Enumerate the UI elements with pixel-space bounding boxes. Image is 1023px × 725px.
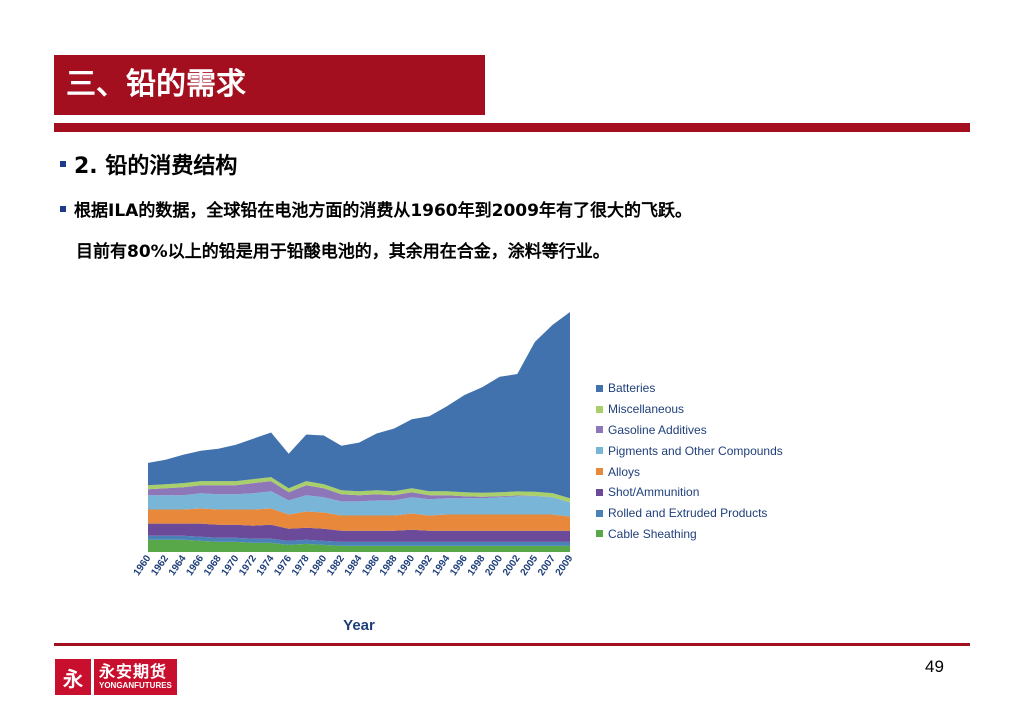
logo-mark: 永 xyxy=(55,659,91,695)
chart-legend: Batteries Miscellaneous Gasoline Additives… xyxy=(596,378,783,544)
x-tick-label: 1988 xyxy=(378,553,400,578)
company-logo: 永 永安期货 YONGANFUTURES xyxy=(55,659,177,695)
legend-item: Shot/Ammunition xyxy=(596,482,783,503)
area-gasoline-additives xyxy=(148,481,570,503)
bullet-icon xyxy=(60,161,66,167)
legend-label: Batteries xyxy=(608,381,656,396)
header-divider xyxy=(54,123,970,132)
logo-chinese-name: 永安期货 xyxy=(99,662,168,681)
x-tick-label: 2009 xyxy=(554,553,576,578)
legend-item: Rolled and Extruded Products xyxy=(596,503,783,524)
legend-item: Cable Sheathing xyxy=(596,524,783,545)
x-tick-label: 1962 xyxy=(149,553,171,578)
x-tick-label: 1972 xyxy=(237,553,259,578)
area-shot-ammunition xyxy=(148,523,570,542)
area-miscellaneous xyxy=(148,477,570,503)
legend-label: Alloys xyxy=(608,464,641,479)
x-tick-label: 1978 xyxy=(290,553,312,578)
x-tick-label: 1986 xyxy=(360,553,382,578)
legend-swatch xyxy=(596,468,603,476)
legend-label: Gasoline Additives xyxy=(608,422,707,437)
area-rolled-and-extruded-products xyxy=(148,535,570,546)
legend-swatch xyxy=(596,488,603,496)
bullet-icon xyxy=(60,205,66,212)
legend-label: Cable Sheathing xyxy=(608,526,697,541)
area-cable-sheathing xyxy=(148,539,570,552)
x-tick-label: 2000 xyxy=(483,553,505,578)
footer-divider xyxy=(54,643,970,646)
x-tick-label: 1990 xyxy=(395,553,417,578)
legend-label: Shot/Ammunition xyxy=(608,485,700,500)
x-tick-label: 1960 xyxy=(132,553,154,578)
legend-item: Miscellaneous xyxy=(596,399,783,420)
legend-swatch xyxy=(596,530,603,538)
legend-swatch xyxy=(596,447,603,455)
page-number: 49 xyxy=(925,657,944,676)
legend-item: Pigments and Other Compounds xyxy=(596,440,783,461)
chart-svg: 1960196219641966196819701972197419761978… xyxy=(132,312,576,634)
legend-swatch xyxy=(596,426,603,434)
x-tick-label: 1994 xyxy=(431,553,453,578)
legend-swatch xyxy=(596,509,603,517)
x-tick-label: 1992 xyxy=(413,553,435,578)
legend-label: Pigments and Other Compounds xyxy=(608,443,783,458)
section-heading: 2. 铅的消费结构 xyxy=(74,154,238,179)
body-bullet-row: 根据ILA的数据，全球铅在电池方面的消费从1960年到2009年有了很大的飞跃。 xyxy=(60,196,692,221)
legend-label: Rolled and Extruded Products xyxy=(608,506,768,521)
legend-label: Miscellaneous xyxy=(608,402,685,417)
area-alloys xyxy=(148,508,570,531)
x-tick-label: 2007 xyxy=(536,553,558,578)
x-tick-label: 1984 xyxy=(343,553,365,578)
x-axis-label: Year xyxy=(343,617,375,634)
x-tick-label: 1974 xyxy=(255,553,277,578)
legend-item: Alloys xyxy=(596,461,783,482)
area-batteries xyxy=(148,312,570,499)
logo-english-name: YONGANFUTURES xyxy=(99,681,172,690)
section-heading-row: 2. 铅的消费结构 xyxy=(60,148,237,180)
body-line-2: 目前有80%以上的铅是用于铅酸电池的，其余用在合金，涂料等行业。 xyxy=(76,242,610,262)
x-tick-label: 2005 xyxy=(519,553,541,578)
x-tick-label: 1968 xyxy=(202,553,224,578)
x-tick-label: 1996 xyxy=(448,553,470,578)
x-tick-label: 1980 xyxy=(308,553,330,578)
x-tick-label: 1964 xyxy=(167,553,189,578)
x-tick-label: 1976 xyxy=(272,553,294,578)
lead-consumption-chart: 1960 1962 1964 1966 1968 1970 1972 1974 1976 1978… xyxy=(118,300,818,640)
legend-swatch xyxy=(596,405,603,413)
logo-text: 永安期货 YONGANFUTURES xyxy=(94,659,177,695)
x-tick-label: 1982 xyxy=(325,553,347,578)
legend-swatch xyxy=(596,384,603,392)
slide-title: 三、铅的需求 xyxy=(54,55,485,115)
x-tick-label: 1970 xyxy=(220,553,242,578)
x-tick-label: 1966 xyxy=(184,553,206,578)
area-pigments-and-other-compounds xyxy=(148,491,570,517)
legend-item: Batteries xyxy=(596,378,783,399)
x-tick-label: 1998 xyxy=(466,553,488,578)
legend-item: Gasoline Additives xyxy=(596,420,783,441)
body-line-1: 根据ILA的数据，全球铅在电池方面的消费从1960年到2009年有了很大的飞跃。 xyxy=(74,201,692,221)
x-tick-label: 2002 xyxy=(501,553,523,578)
